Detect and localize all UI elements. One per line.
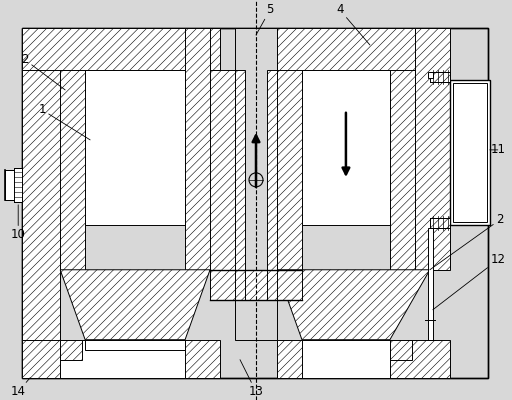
Bar	[430, 72, 450, 82]
Bar	[85, 340, 185, 350]
Text: 14: 14	[11, 378, 30, 398]
Bar	[210, 270, 302, 300]
Bar	[235, 28, 277, 340]
Text: 2: 2	[430, 213, 503, 270]
Text: 11: 11	[490, 143, 505, 156]
Bar	[14, 168, 22, 202]
Bar	[428, 72, 433, 78]
Bar	[453, 83, 487, 222]
Bar	[277, 28, 302, 300]
Text: 4: 4	[336, 4, 370, 45]
Bar	[22, 28, 488, 378]
Bar	[277, 28, 430, 70]
Bar	[22, 28, 220, 70]
Bar	[60, 340, 185, 378]
Bar	[450, 80, 490, 225]
Bar	[235, 70, 245, 300]
Bar	[390, 340, 412, 360]
Bar	[60, 70, 85, 270]
Bar	[22, 28, 488, 378]
Bar	[302, 340, 390, 378]
Bar	[60, 340, 82, 360]
Bar	[5, 170, 22, 200]
Text: 10: 10	[11, 205, 26, 241]
Polygon shape	[277, 270, 430, 340]
Bar	[390, 28, 415, 270]
Bar	[22, 28, 60, 378]
Bar	[22, 340, 220, 378]
Text: 2: 2	[22, 54, 65, 90]
Polygon shape	[60, 270, 210, 340]
Bar	[302, 70, 390, 225]
Bar	[277, 340, 450, 378]
Text: 5: 5	[256, 4, 274, 35]
Bar	[450, 80, 490, 225]
Text: 12: 12	[433, 253, 505, 310]
Text: 1: 1	[38, 104, 90, 140]
Text: 13: 13	[240, 360, 264, 398]
Bar	[85, 70, 185, 225]
Bar	[430, 218, 450, 228]
Bar	[267, 70, 277, 300]
Bar	[415, 28, 450, 270]
Bar	[210, 70, 235, 300]
Bar	[185, 28, 210, 270]
Bar	[428, 228, 433, 340]
